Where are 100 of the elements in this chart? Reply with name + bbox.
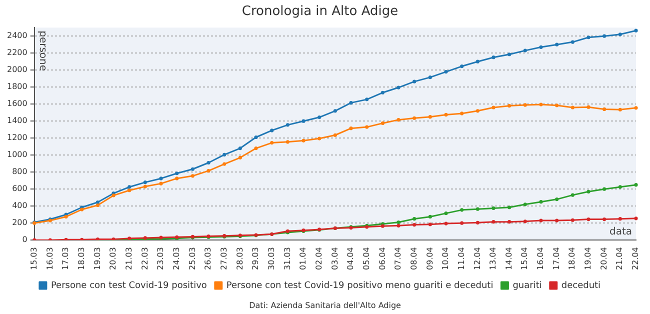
x-tick-label: 01.04: [298, 247, 308, 270]
point: [333, 133, 337, 137]
point: [539, 200, 543, 204]
point: [460, 64, 464, 68]
point: [222, 162, 226, 166]
point: [64, 214, 68, 219]
x-tick-label: 07.04: [394, 247, 403, 270]
x-tick-label: 16.03: [45, 247, 54, 270]
point: [206, 160, 210, 165]
point: [586, 190, 590, 194]
y-tick-label: 200: [12, 218, 28, 228]
point: [428, 222, 432, 226]
x-tick-label: 27.03: [219, 247, 228, 270]
point: [602, 107, 606, 111]
point: [428, 115, 432, 119]
point: [270, 128, 274, 132]
point: [618, 32, 622, 36]
point: [492, 206, 496, 210]
x-tick-label: 23.03: [156, 247, 166, 270]
point: [539, 102, 543, 106]
point: [602, 34, 606, 38]
x-tick-label: 18.03: [76, 247, 86, 270]
x-tick-label: 11.04: [456, 247, 466, 270]
point: [143, 184, 147, 188]
x-tick-label: 21.03: [124, 247, 134, 270]
point: [634, 216, 638, 220]
point: [396, 220, 400, 224]
point: [318, 115, 322, 120]
x-tick-label: 14.04: [504, 247, 514, 270]
point: [64, 238, 68, 240]
point: [175, 176, 179, 180]
y-tick-label: 600: [12, 184, 28, 194]
point: [476, 109, 480, 113]
point: [254, 135, 258, 140]
legend-label: Persone con test Covid-19 positivo meno guariti e deceduti: [226, 280, 494, 291]
point: [618, 108, 622, 112]
point: [238, 146, 242, 150]
x-tick-label: 10.04: [441, 247, 450, 270]
point: [523, 202, 527, 206]
point: [396, 118, 400, 122]
x-tick-label: 20.03: [108, 247, 118, 270]
point: [476, 60, 480, 64]
point: [492, 56, 496, 60]
x-tick-label: 22.04: [631, 247, 640, 270]
x-tick-label: 24.03: [172, 247, 181, 270]
text: Dati: Azienda Sanitaria dell'Alto Adige: [249, 301, 402, 310]
point: [476, 207, 480, 211]
point: [523, 48, 527, 52]
x-tick-label: 04.04: [346, 247, 356, 270]
point: [523, 220, 527, 224]
point: [222, 152, 226, 156]
point: [190, 167, 194, 171]
x-tick-label: 08.04: [409, 247, 418, 270]
point: [302, 119, 306, 123]
y-axis-title: persone: [36, 30, 48, 72]
x-tick-label: 19.03: [92, 247, 102, 270]
x-tick-label: 15.04: [520, 247, 530, 270]
point: [555, 218, 559, 222]
point: [555, 104, 559, 108]
x-tick-label: 19.04: [584, 247, 593, 270]
x-tick-label: 09.04: [425, 247, 434, 270]
x-tick-label: 31.03: [282, 247, 292, 270]
y-tick-label: 1600: [7, 99, 28, 108]
point: [270, 140, 274, 145]
point: [555, 198, 559, 202]
point: [143, 180, 147, 184]
x-tick-label: 15.03: [29, 247, 38, 270]
y-tick-label: 1200: [7, 133, 28, 142]
point: [396, 86, 400, 90]
x-tick-label: 17.03: [61, 247, 70, 270]
x-tick-label: 21.04: [615, 247, 624, 270]
point: [412, 116, 416, 120]
point: [570, 193, 574, 197]
point: [586, 217, 590, 222]
point: [365, 98, 369, 102]
x-axis-title: data: [609, 226, 632, 238]
point: [349, 101, 353, 105]
point: [428, 214, 432, 219]
point: [444, 212, 448, 216]
point: [396, 224, 400, 228]
x-tick-label: 20.04: [599, 247, 608, 270]
point: [586, 105, 590, 109]
point: [460, 112, 464, 116]
point: [570, 106, 574, 110]
y-tick-label: 0: [22, 235, 28, 244]
point: [460, 208, 464, 212]
point: [380, 121, 384, 126]
point: [175, 172, 179, 176]
x-tick-label: 28.03: [235, 247, 244, 270]
point: [539, 218, 543, 222]
point: [634, 106, 638, 110]
point: [128, 188, 132, 192]
point: [508, 52, 512, 56]
point: [428, 76, 432, 80]
point: [476, 220, 480, 224]
point: [508, 220, 512, 224]
point: [349, 126, 353, 130]
point: [586, 36, 590, 40]
point: [128, 185, 132, 189]
legend-label: guariti: [512, 280, 542, 291]
